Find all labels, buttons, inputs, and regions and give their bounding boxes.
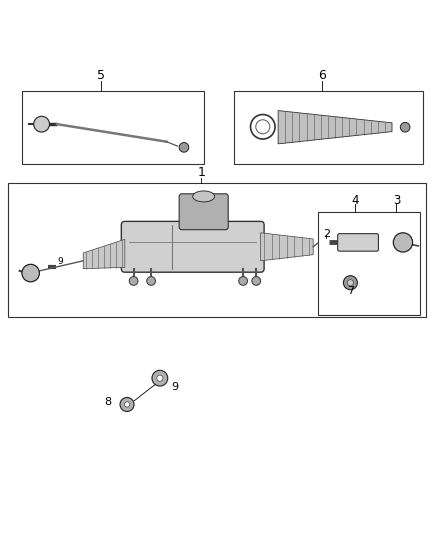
Circle shape [124,402,130,407]
Polygon shape [261,233,313,261]
Circle shape [147,277,155,285]
Text: 3: 3 [393,195,400,207]
Text: 8: 8 [105,397,112,407]
Circle shape [157,375,163,381]
Bar [8,183,426,317]
Circle shape [347,280,353,286]
Circle shape [129,277,138,285]
FancyBboxPatch shape [338,233,378,251]
Text: 6: 6 [318,69,326,83]
Text: 5: 5 [97,69,105,83]
Bar [318,212,420,314]
Circle shape [239,277,247,285]
Text: 7: 7 [347,286,354,296]
Polygon shape [83,239,125,269]
Circle shape [393,233,413,252]
Circle shape [400,123,410,132]
Circle shape [22,264,39,282]
Ellipse shape [193,191,215,202]
Text: 2: 2 [323,229,330,239]
FancyBboxPatch shape [179,194,228,230]
Bar [234,91,423,164]
Circle shape [252,277,261,285]
FancyBboxPatch shape [121,221,264,272]
Polygon shape [278,110,392,144]
Text: 1: 1 [198,166,205,179]
Bar [22,91,204,164]
Circle shape [34,116,49,132]
Circle shape [343,276,357,290]
Circle shape [179,142,189,152]
Circle shape [120,398,134,411]
Circle shape [152,370,168,386]
Text: 4: 4 [351,195,359,207]
Text: 9: 9 [58,257,64,266]
Text: 9: 9 [171,382,178,392]
